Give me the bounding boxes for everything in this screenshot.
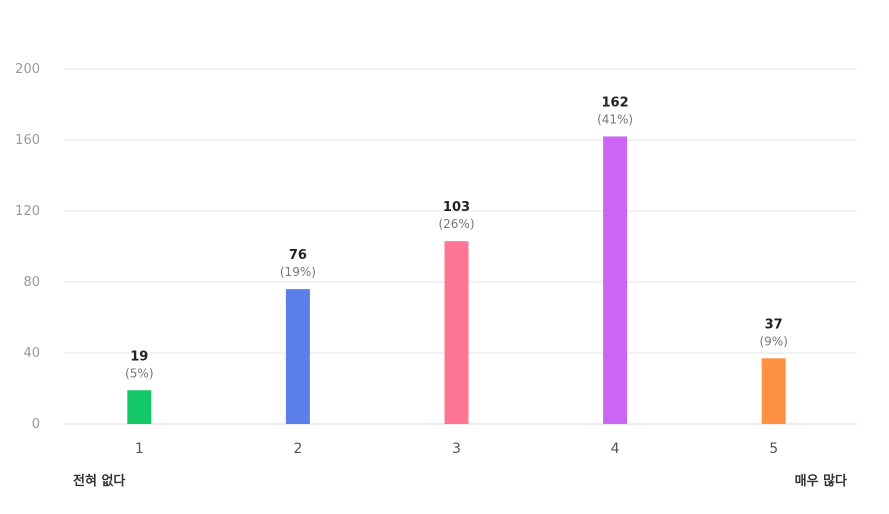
bar-percent-label: (26%) bbox=[438, 217, 474, 231]
bar bbox=[603, 136, 628, 424]
bar-value-label: 103 bbox=[443, 200, 470, 215]
scale-high-label: 매우 많다 bbox=[794, 474, 847, 489]
bar bbox=[444, 241, 469, 424]
x-tick-label: 5 bbox=[769, 441, 778, 457]
bar-value-label: 19 bbox=[130, 349, 148, 364]
x-tick-label: 2 bbox=[293, 441, 302, 457]
y-tick-label: 160 bbox=[15, 133, 40, 148]
bar-percent-label: (41%) bbox=[597, 112, 633, 126]
bar-percent-label: (19%) bbox=[280, 265, 316, 279]
y-tick-label: 80 bbox=[23, 275, 40, 290]
y-tick-label: 40 bbox=[23, 346, 40, 361]
bar bbox=[285, 289, 310, 424]
bar-percent-label: (5%) bbox=[125, 366, 153, 380]
scale-low-label: 전혀 없다 bbox=[73, 474, 126, 489]
bar-value-label: 162 bbox=[602, 95, 629, 110]
y-tick-label: 0 bbox=[32, 417, 40, 432]
bar bbox=[127, 390, 152, 424]
y-tick-label: 200 bbox=[15, 62, 40, 77]
x-tick-label: 1 bbox=[135, 441, 144, 457]
bar-percent-label: (9%) bbox=[759, 334, 787, 348]
bar bbox=[761, 358, 786, 424]
bar-value-label: 76 bbox=[289, 248, 307, 263]
x-tick-label: 4 bbox=[611, 441, 620, 457]
x-tick-label: 3 bbox=[452, 441, 461, 457]
bar-value-label: 37 bbox=[765, 317, 783, 332]
y-tick-label: 120 bbox=[15, 204, 40, 219]
